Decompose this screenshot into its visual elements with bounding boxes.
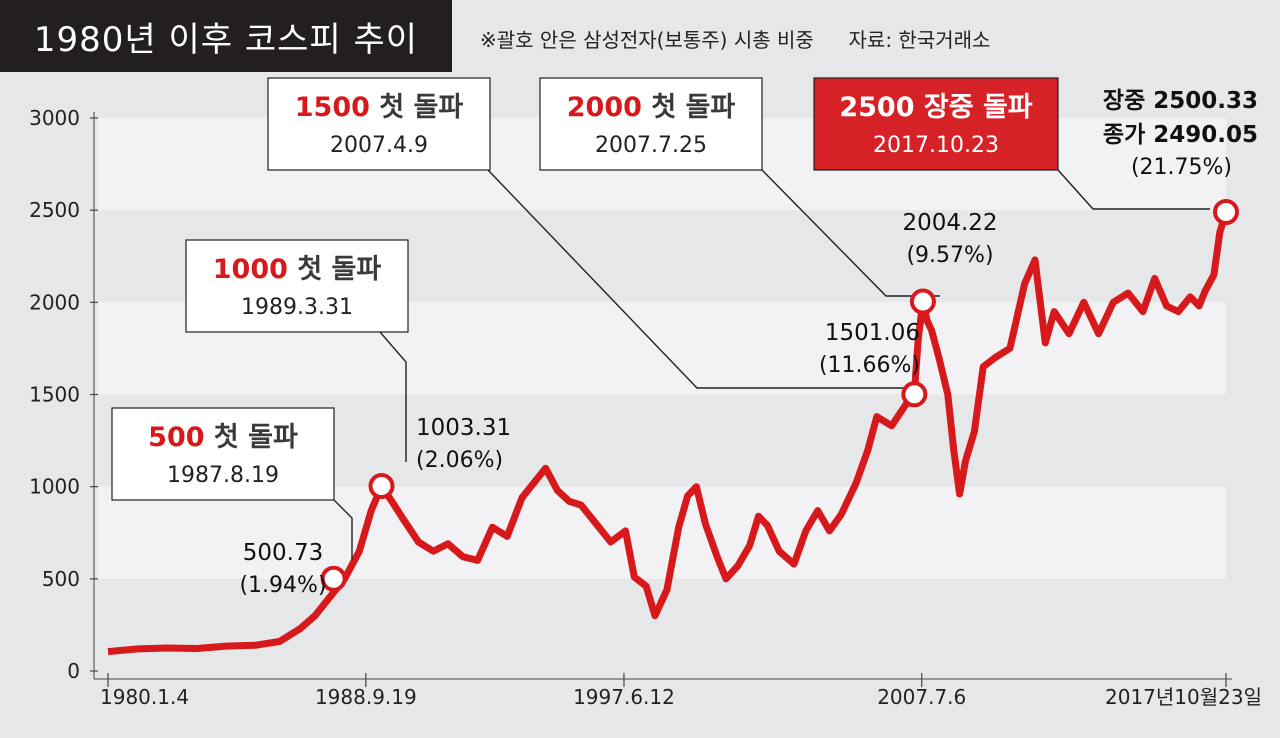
callout-title: 2000 첫 돌파 (567, 92, 736, 123)
callout-date: 1987.8.19 (167, 463, 279, 488)
callout-box (813, 77, 1059, 171)
marker-value-label: 2004.22 (902, 210, 997, 236)
callout-title: 1500 첫 돌파 (295, 92, 464, 123)
y-tick-label: 3000 (29, 106, 80, 130)
x-tick-label: 2007.7.6 (877, 685, 966, 709)
callout-number: 500 (148, 422, 214, 453)
marker-share-label: (1.94%) (239, 573, 326, 598)
marker-share-label: (2.06%) (416, 448, 503, 473)
callout-number: 1500 (295, 92, 380, 123)
callout-date: 2007.4.9 (330, 133, 428, 158)
callout-box (539, 77, 763, 171)
marker-value-label: 1003.31 (416, 415, 511, 441)
y-tick-label: 1000 (29, 475, 80, 499)
y-tick-label: 2500 (29, 198, 80, 222)
y-tick-label: 0 (67, 659, 80, 683)
x-tick-label: 1997.6.12 (573, 685, 675, 709)
callout-box (185, 239, 409, 333)
callout-date: 1989.3.31 (241, 295, 353, 320)
x-tick-label: 1980.1.4 (100, 685, 189, 709)
marker-share-label: (21.75%) (1131, 155, 1232, 180)
callout-text: 첫 돌파 (651, 92, 735, 123)
callout-number: 1000 (213, 254, 298, 285)
milestone-marker (909, 288, 936, 315)
marker-share-label: (11.66%) (819, 353, 920, 378)
callout-text: 첫 돌파 (379, 92, 463, 123)
callout-text: 첫 돌파 (297, 254, 381, 285)
callout-text: 장중 돌파 (924, 92, 1033, 123)
callout-text: 첫 돌파 (214, 422, 298, 453)
marker-value-label: 장중 2500.33 (1103, 88, 1258, 114)
milestone-marker (901, 381, 928, 408)
chart-note: ※괄호 안은 삼성전자(보통주) 시총 비중 자료: 한국거래소 (480, 24, 990, 53)
callout-box (267, 77, 491, 171)
x-tick-label: 2017년10월23일 (1105, 685, 1262, 709)
callout-number: 2000 (567, 92, 652, 123)
y-tick-label: 2000 (29, 290, 80, 314)
callout-date: 2007.7.25 (595, 133, 707, 158)
milestone-marker (1213, 199, 1239, 226)
callout-box (111, 407, 335, 501)
kospi-series-line (107, 210, 1230, 656)
chart-title: 1980년 이후 코스피 추이 (0, 0, 452, 72)
callout-title: 500 첫 돌파 (148, 422, 298, 453)
callout-leader-line (379, 331, 407, 462)
marker-share-label: (9.57%) (906, 243, 993, 268)
callout-number: 2500 (839, 92, 924, 123)
milestone-marker (320, 565, 347, 592)
callout-title: 1000 첫 돌파 (213, 254, 382, 285)
callout-leader-line (333, 499, 353, 560)
callout-leader-line (1057, 169, 1210, 210)
marker-value-label: 1501.06 (825, 320, 920, 346)
y-tick-label: 500 (42, 567, 80, 591)
callout-date: 2017.10.23 (873, 133, 999, 158)
grid-band (98, 486, 1226, 579)
x-tick-label: 1988.9.19 (315, 685, 417, 709)
callout-title: 2500 장중 돌파 (839, 92, 1032, 123)
source-text: 자료: 한국거래소 (848, 28, 991, 52)
note-text: ※괄호 안은 삼성전자(보통주) 시총 비중 (480, 28, 814, 52)
milestone-marker (368, 473, 395, 500)
callout-leader-line (487, 169, 918, 389)
marker-value-label-2: 종가 2490.05 (1103, 122, 1258, 148)
y-tick-label: 1500 (29, 383, 80, 407)
marker-value-label: 500.73 (243, 540, 323, 566)
